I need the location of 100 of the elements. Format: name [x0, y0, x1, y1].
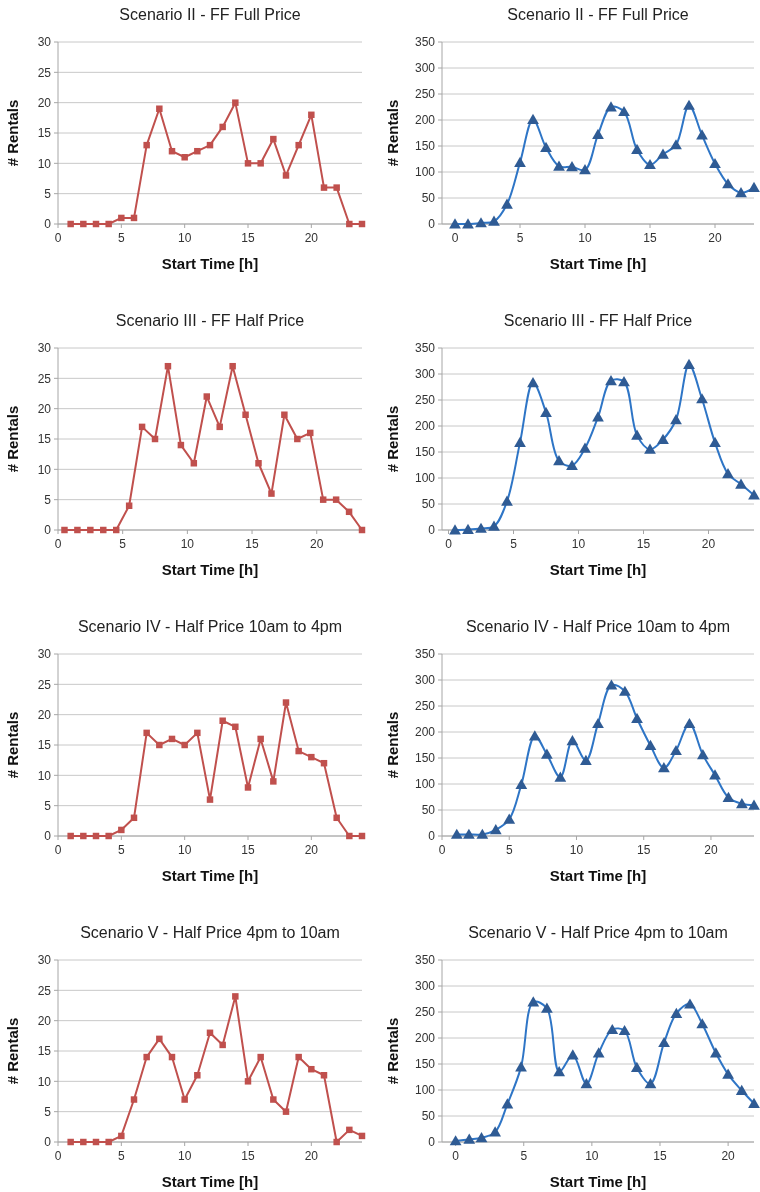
- y-tick-label: 300: [414, 61, 436, 76]
- y-tick-label: 20: [37, 401, 52, 416]
- point: [282, 1108, 290, 1115]
- y-axis-title: # Rentals: [4, 711, 21, 779]
- x-tick-label: 15: [241, 1149, 255, 1163]
- y-tick-label: 50: [421, 803, 436, 818]
- y-tick-label: 10: [37, 156, 52, 171]
- x-axis-title: Start Time [h]: [161, 561, 259, 578]
- point: [194, 729, 201, 737]
- y-tick-label: 0: [44, 829, 52, 844]
- x-tick-label: 0: [54, 843, 62, 857]
- point: [308, 1065, 315, 1073]
- point: [181, 741, 188, 749]
- y-tick-label: 30: [37, 953, 52, 968]
- x-tick-label: 20: [701, 537, 716, 551]
- point: [100, 526, 107, 534]
- point: [105, 220, 112, 228]
- chart-title: Scenario III - FF Half Price: [115, 312, 305, 329]
- x-axis-title: Start Time [h]: [161, 1173, 259, 1190]
- point: [333, 814, 340, 822]
- x-tick-label: 15: [653, 1149, 667, 1163]
- x-tick-label: 0: [54, 537, 62, 551]
- y-tick-label: 15: [37, 126, 52, 141]
- point: [281, 411, 288, 418]
- y-tick-label: 20: [37, 1013, 52, 1028]
- point: [294, 435, 301, 443]
- point: [229, 362, 236, 370]
- x-tick-label: 20: [704, 843, 718, 857]
- x-tick-label: 5: [510, 537, 518, 551]
- point: [87, 526, 94, 534]
- x-tick-label: 10: [177, 843, 192, 857]
- y-tick-label: 200: [414, 725, 436, 740]
- point: [270, 1096, 277, 1103]
- y-tick-label: 10: [37, 1074, 52, 1089]
- point: [244, 160, 252, 167]
- x-tick-label: 10: [180, 537, 195, 551]
- x-axis-title: Start Time [h]: [549, 561, 647, 578]
- y-tick-label: 15: [37, 738, 52, 753]
- y-axis-title: # Rentals: [384, 1017, 401, 1085]
- point: [257, 1053, 264, 1061]
- point: [181, 1096, 188, 1103]
- x-tick-label: 10: [177, 231, 192, 245]
- y-tick-label: 20: [37, 707, 52, 722]
- x-tick-label: 15: [636, 537, 651, 551]
- y-tick-label: 100: [414, 471, 436, 486]
- y-tick-label: 0: [44, 217, 52, 232]
- x-tick-label: 5: [119, 537, 127, 551]
- x-tick-label: 15: [241, 843, 255, 857]
- y-tick-label: 350: [414, 341, 436, 356]
- point: [242, 411, 249, 418]
- y-tick-label: 250: [414, 393, 436, 408]
- y-tick-label: 50: [421, 497, 436, 512]
- point: [190, 460, 198, 467]
- x-tick-label: 5: [516, 231, 524, 245]
- y-tick-label: 50: [421, 1109, 436, 1124]
- y-axis-title: # Rentals: [4, 99, 21, 167]
- y-tick-label: 250: [414, 699, 436, 714]
- y-tick-label: 0: [428, 523, 436, 538]
- y-tick-label: 200: [414, 419, 436, 434]
- x-tick-label: 5: [520, 1149, 528, 1163]
- point: [244, 1078, 252, 1085]
- x-tick-label: 5: [117, 843, 125, 857]
- chart-title: Scenario IV - Half Price 10am to 4pm: [77, 618, 343, 635]
- x-tick-label: 5: [117, 231, 125, 245]
- point: [143, 729, 150, 737]
- y-tick-label: 25: [37, 65, 52, 80]
- point: [257, 735, 264, 743]
- y-axis-title: # Rentals: [4, 405, 21, 473]
- point: [67, 1138, 74, 1146]
- point: [320, 184, 328, 191]
- point: [219, 1041, 226, 1049]
- point: [320, 1072, 328, 1079]
- x-axis-title: Start Time [h]: [549, 867, 647, 884]
- y-tick-label: 300: [414, 673, 436, 688]
- x-tick-label: 20: [304, 843, 319, 857]
- point: [332, 496, 340, 503]
- y-tick-label: 5: [44, 492, 52, 507]
- y-tick-label: 25: [37, 371, 52, 386]
- point: [255, 460, 262, 467]
- y-tick-label: 150: [414, 751, 436, 766]
- point: [80, 1138, 87, 1146]
- point: [67, 832, 74, 840]
- x-tick-label: 10: [578, 231, 592, 245]
- y-tick-label: 0: [428, 217, 436, 232]
- x-tick-label: 0: [438, 843, 446, 857]
- x-tick-label: 0: [54, 231, 62, 245]
- point: [74, 526, 81, 534]
- y-tick-label: 100: [414, 777, 436, 792]
- x-tick-label: 15: [637, 843, 651, 857]
- y-tick-label: 5: [44, 186, 52, 201]
- x-axis-title: Start Time [h]: [549, 255, 647, 272]
- chart-title: Scenario V - Half Price 4pm to 10am: [468, 924, 728, 941]
- point: [268, 490, 275, 497]
- point: [143, 1053, 150, 1061]
- y-tick-label: 5: [44, 1104, 52, 1119]
- y-tick-label: 25: [37, 677, 52, 692]
- y-axis-title: # Rentals: [384, 405, 401, 473]
- x-axis-title: Start Time [h]: [161, 255, 259, 272]
- x-axis-title: Start Time [h]: [549, 1173, 647, 1190]
- point: [282, 172, 290, 179]
